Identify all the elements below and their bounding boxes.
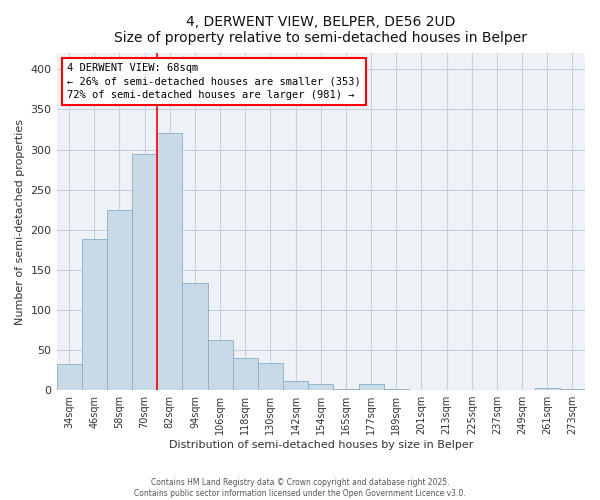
Bar bbox=[157, 134, 182, 390]
Bar bbox=[233, 358, 258, 390]
Text: 4 DERWENT VIEW: 68sqm
← 26% of semi-detached houses are smaller (353)
72% of sem: 4 DERWENT VIEW: 68sqm ← 26% of semi-deta… bbox=[67, 64, 361, 100]
Title: 4, DERWENT VIEW, BELPER, DE56 2UD
Size of property relative to semi-detached hou: 4, DERWENT VIEW, BELPER, DE56 2UD Size o… bbox=[114, 15, 527, 45]
Bar bbox=[258, 363, 283, 390]
Text: Contains HM Land Registry data © Crown copyright and database right 2025.
Contai: Contains HM Land Registry data © Crown c… bbox=[134, 478, 466, 498]
Bar bbox=[283, 382, 308, 390]
Bar bbox=[107, 210, 132, 390]
Bar bbox=[208, 340, 233, 390]
Bar bbox=[359, 384, 383, 390]
Bar bbox=[308, 384, 334, 390]
X-axis label: Distribution of semi-detached houses by size in Belper: Distribution of semi-detached houses by … bbox=[169, 440, 473, 450]
Bar bbox=[182, 282, 208, 390]
Bar bbox=[535, 388, 560, 390]
Bar bbox=[56, 364, 82, 390]
Bar bbox=[132, 154, 157, 390]
Bar bbox=[82, 240, 107, 390]
Y-axis label: Number of semi-detached properties: Number of semi-detached properties bbox=[15, 118, 25, 324]
